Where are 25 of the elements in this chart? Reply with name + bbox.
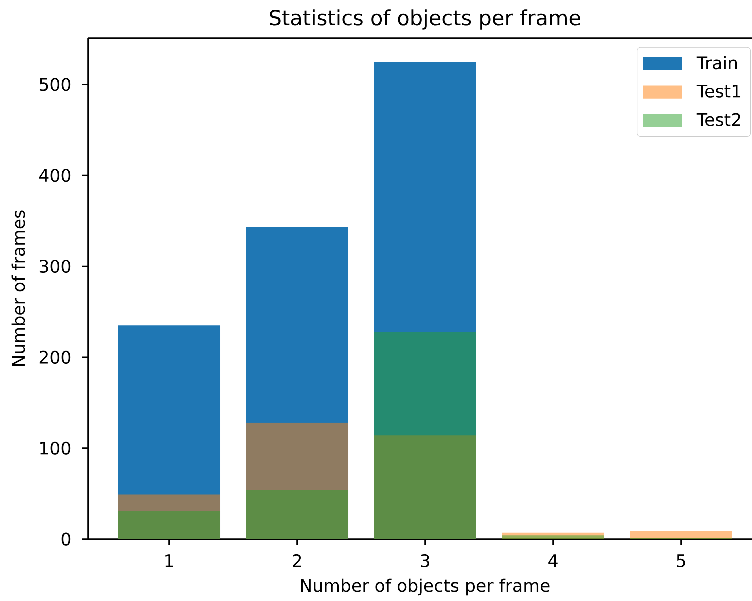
x-tick-label: 3 <box>421 554 430 568</box>
y-tick-label: 400 <box>39 169 71 182</box>
x-tick-label: 2 <box>293 554 302 568</box>
bar <box>374 62 476 540</box>
bar <box>630 531 732 540</box>
bar <box>118 326 221 540</box>
y-tick-label: 0 <box>62 532 71 546</box>
legend-label: Train <box>696 56 738 70</box>
y-tick-label: 300 <box>40 260 71 274</box>
legend-label: Test1 <box>696 85 741 98</box>
y-tick-label: 200 <box>40 350 71 364</box>
bar <box>246 227 348 540</box>
y-tick-label: 500 <box>40 78 71 92</box>
y-tick-label: 100 <box>40 442 71 455</box>
chart-title: Statistics of objects per frame <box>270 10 580 30</box>
y-axis-title: Number of frames <box>12 210 26 366</box>
x-tick-label: 5 <box>677 554 686 568</box>
bar <box>118 511 221 540</box>
x-tick-label: 1 <box>166 554 174 568</box>
bar <box>246 490 348 540</box>
bar <box>374 332 476 540</box>
x-axis-title: Number of objects per frame <box>301 578 550 596</box>
legend-label: Test2 <box>696 113 740 126</box>
x-tick-label: 4 <box>548 554 558 568</box>
bar <box>502 536 605 540</box>
